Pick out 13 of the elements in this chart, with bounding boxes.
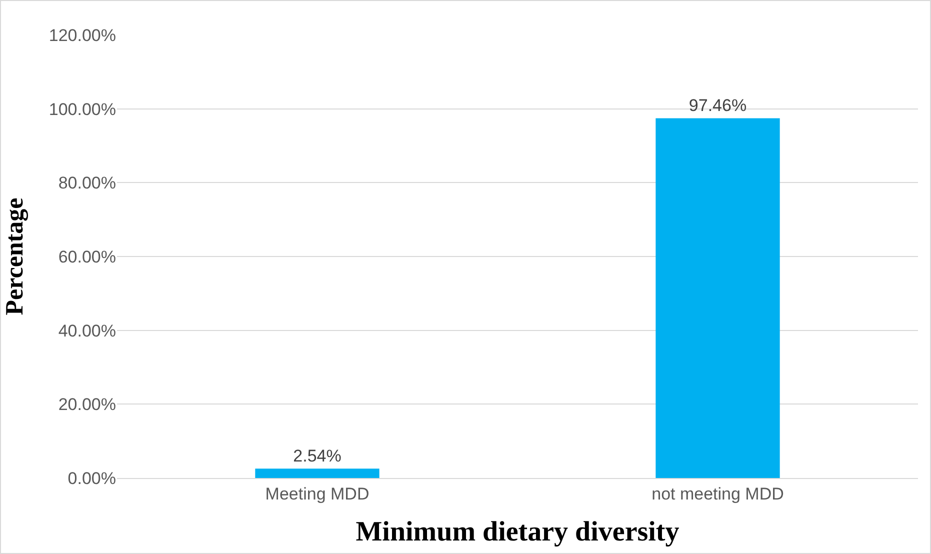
y-tick-label: 80.00% [58,174,116,193]
y-tick-label: 100.00% [48,100,116,119]
y-axis-title: Percentage [2,198,29,316]
y-tick-label: 40.00% [58,321,116,340]
x-tick-label: Meeting MDD [265,484,370,504]
x-axis-title: Minimum dietary diversity [356,516,680,548]
y-tick-label: 60.00% [58,247,116,266]
y-tick-label: 0.00% [68,468,116,488]
y-tick-label: 20.00% [58,395,116,414]
data-label: 97.46% [688,96,747,116]
data-label: 2.54% [293,446,342,466]
x-tick-label: not meeting MDD [652,484,784,504]
y-tick-label: 120.00% [48,26,116,45]
